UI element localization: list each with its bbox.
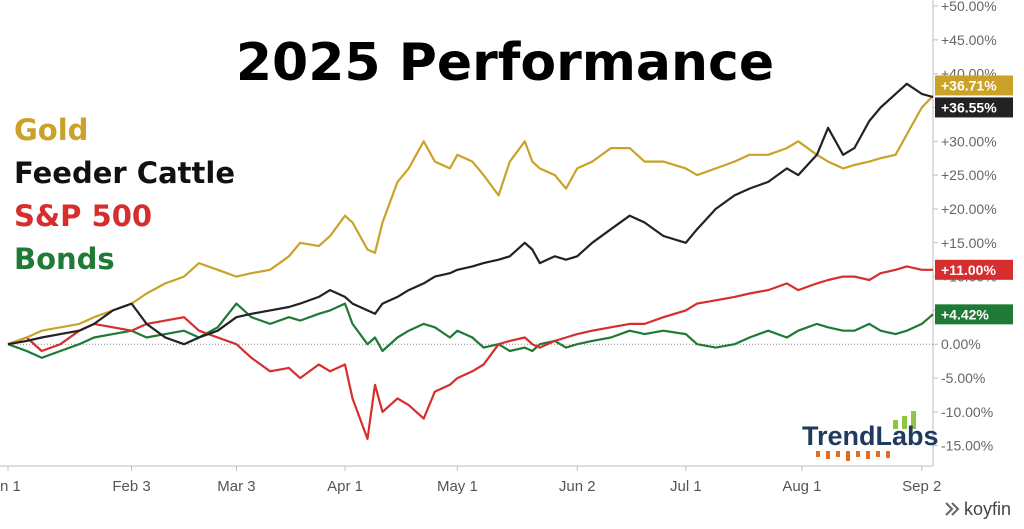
series-line-sp-500 <box>7 265 933 440</box>
legend: Gold Feeder Cattle S&P 500 Bonds <box>14 113 235 276</box>
x-tick-label: Sep 2 <box>902 478 941 495</box>
legend-item-bonds: Bonds <box>14 242 115 276</box>
x-tick-label: Feb 3 <box>112 478 150 495</box>
y-tick-label: -10.00% <box>941 404 993 420</box>
series-line-feeder-cattle <box>7 82 934 346</box>
y-tick-label: +25.00% <box>941 167 997 183</box>
end-label-text: +36.55% <box>941 99 997 115</box>
x-axis: n 1 Feb 3 Mar 3 Apr 1 May 1 Jun 2 Jul 1 Aug 1 Se… <box>0 466 941 495</box>
end-label-box <box>935 259 1013 280</box>
x-tick-label: Apr 1 <box>327 478 363 495</box>
trendlabs-ticks-icon <box>816 451 890 461</box>
end-label-box <box>935 97 1013 118</box>
end-labels: +36.71% +36.55% +11.00% +4.42% <box>935 75 1013 325</box>
legend-item-feeder-cattle: Feeder Cattle <box>14 156 235 190</box>
trendlabs-bars-icon <box>893 411 916 429</box>
koyfin-logo: koyfin <box>945 499 1011 519</box>
y-tick-label: -5.00% <box>941 370 985 386</box>
y-tick-label: -15.00% <box>941 438 993 454</box>
x-tick-label: n 1 <box>0 478 21 495</box>
y-tick-label: +45.00% <box>941 32 997 48</box>
chart-title: 2025 Performance <box>236 33 774 93</box>
end-label-feeder-cattle: +36.55% <box>935 97 1013 118</box>
series-layer <box>7 82 934 440</box>
series-line-bonds <box>7 302 934 359</box>
end-label-bonds: +4.42% <box>935 304 1013 325</box>
plot-frame <box>0 0 934 467</box>
x-tick-label: Mar 3 <box>217 478 255 495</box>
koyfin-icon <box>945 502 960 516</box>
legend-item-gold: Gold <box>14 113 88 147</box>
trendlabs-logo: TrendLabs <box>802 411 939 461</box>
x-tick-label: Jun 2 <box>559 478 596 495</box>
y-tick-label: 0.00% <box>941 336 981 352</box>
y-tick-label: +30.00% <box>941 133 997 149</box>
trendlabs-wordmark: TrendLabs <box>802 421 939 451</box>
x-tick-label: May 1 <box>437 478 478 495</box>
end-label-box <box>935 304 1013 325</box>
end-label-text: +11.00% <box>941 262 996 278</box>
end-label-box <box>935 75 1013 96</box>
y-tick-label: +20.00% <box>941 201 997 217</box>
y-tick-label: +15.00% <box>941 235 997 251</box>
legend-item-sp500: S&P 500 <box>14 199 152 233</box>
koyfin-wordmark: koyfin <box>964 499 1011 519</box>
end-label-text: +4.42% <box>941 306 989 322</box>
end-label-sp-500: +11.00% <box>935 259 1013 280</box>
series-line-gold <box>7 95 934 346</box>
end-label-gold: +36.71% <box>935 75 1013 96</box>
x-tick-label: Aug 1 <box>782 478 821 495</box>
x-tick-label: Jul 1 <box>670 478 702 495</box>
y-tick-label: +50.00% <box>941 0 997 14</box>
end-label-text: +36.71% <box>941 77 997 93</box>
